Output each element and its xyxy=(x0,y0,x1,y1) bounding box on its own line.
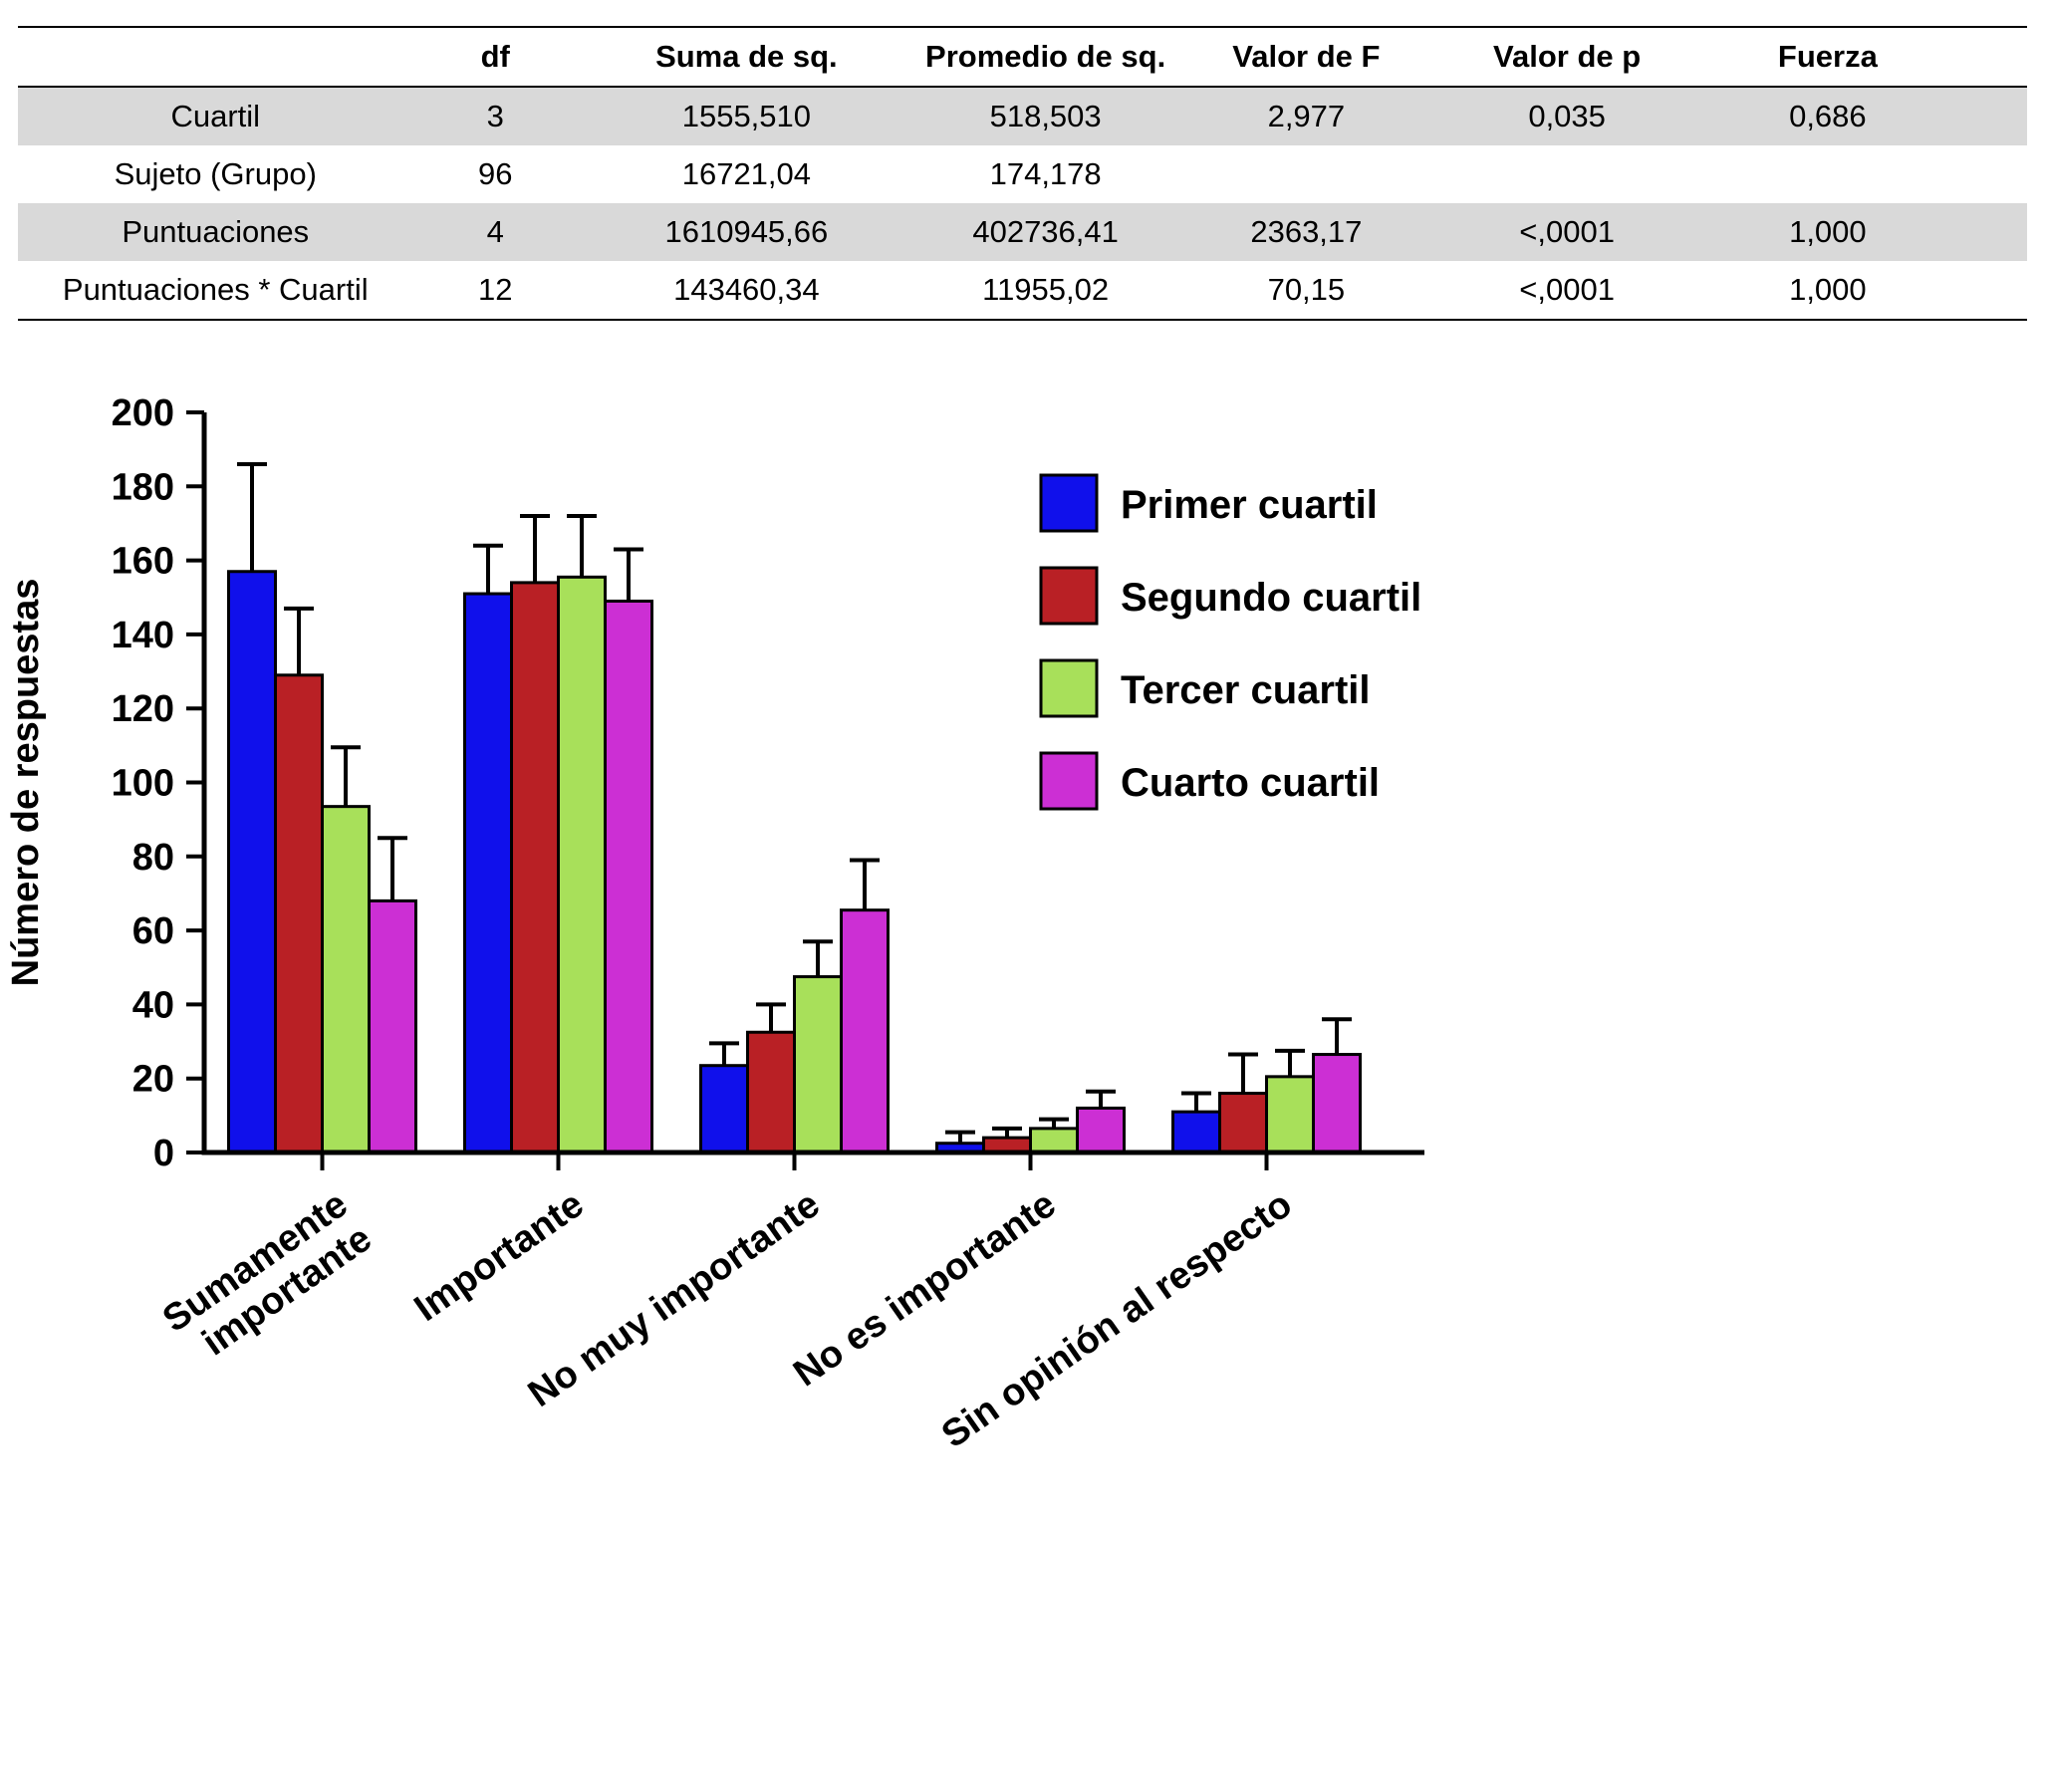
bar-chart-container: Número de respuestas 0 20 40 60 80 100 120 140 16… xyxy=(0,361,2045,1680)
y-tick-label: 40 xyxy=(132,984,174,1026)
y-tick-label: 0 xyxy=(153,1133,174,1174)
table-cell: 1610945,66 xyxy=(664,214,829,249)
bar xyxy=(1312,1053,1362,1154)
y-axis-title: Número de respuestas xyxy=(5,579,47,987)
legend-item-label: Tercer cuartil xyxy=(1121,668,1371,712)
table-cell: <,0001 xyxy=(1519,214,1615,249)
y-tick-label: 60 xyxy=(132,910,174,952)
bar xyxy=(1265,1075,1315,1154)
bar xyxy=(1029,1127,1079,1154)
table-cell: 402736,41 xyxy=(972,214,1119,249)
table-cell: 11955,02 xyxy=(982,272,1110,307)
anova-table-body: Cuartil 3 1555,510 518,503 2,977 0,035 0,686 Su… xyxy=(18,87,2027,320)
table-cell: 143460,34 xyxy=(673,272,820,307)
legend-item-label: Primer cuartil xyxy=(1121,483,1378,527)
row-label: Cuartil xyxy=(170,99,261,133)
bar xyxy=(840,908,890,1154)
table-cell: 1555,510 xyxy=(681,99,812,133)
table-cell: 70,15 xyxy=(1267,272,1346,307)
y-tick-label: 140 xyxy=(112,615,174,656)
category-label: Sumamenteimportante xyxy=(155,1183,380,1375)
legend-item-label: Segundo cuartil xyxy=(1121,576,1421,620)
bar xyxy=(510,581,560,1154)
table-cell: <,0001 xyxy=(1519,272,1615,307)
filler-cell xyxy=(1958,27,2027,87)
table-cell: 16721,04 xyxy=(681,156,812,191)
row-label: Sujeto (Grupo) xyxy=(114,156,317,191)
y-tick-label: 200 xyxy=(112,392,174,434)
legend-swatch xyxy=(1039,473,1099,533)
y-tick-label: 100 xyxy=(112,763,174,805)
filler-cell xyxy=(1958,261,2027,320)
axis-lines xyxy=(201,412,1424,1155)
bar xyxy=(463,592,513,1154)
filler-cell xyxy=(1958,145,2027,203)
bar xyxy=(227,570,277,1154)
y-tick-label: 120 xyxy=(112,688,174,730)
legend: Primer cuartil Segundo cuartil Tercer cuar… xyxy=(1039,473,1421,811)
y-tick-label: 180 xyxy=(112,466,174,508)
row-label: Puntuaciones xyxy=(122,214,310,249)
header-row: df Suma de sq. Promedio de sq. Valor de F Va… xyxy=(18,27,2027,87)
legend-item: Primer cuartil xyxy=(1039,473,1378,533)
legend-swatch xyxy=(1039,751,1099,811)
legend-item: Segundo cuartil xyxy=(1039,566,1421,626)
legend-swatch xyxy=(1039,566,1099,626)
bar xyxy=(1218,1092,1268,1154)
table-cell: 1,000 xyxy=(1789,214,1867,249)
y-tick-label: 80 xyxy=(132,837,174,879)
table-cell: 96 xyxy=(478,156,513,191)
table-cell: 174,178 xyxy=(989,156,1102,191)
bar xyxy=(321,805,371,1154)
table-cell xyxy=(1176,145,1437,203)
bar xyxy=(274,673,324,1154)
bar xyxy=(793,975,843,1154)
column-header: Fuerza xyxy=(1777,39,1878,74)
column-header: Promedio de sq. xyxy=(925,39,1166,74)
legend-item-label: Cuarto cuartil xyxy=(1121,761,1380,805)
column-header xyxy=(18,27,413,87)
column-header: Suma de sq. xyxy=(655,39,838,74)
row-label: Puntuaciones * Cuartil xyxy=(62,272,369,307)
table-cell: 12 xyxy=(478,272,513,307)
column-header: df xyxy=(480,39,510,74)
bar xyxy=(557,575,607,1154)
bar-chart: Número de respuestas 0 20 40 60 80 100 120 140 16… xyxy=(5,392,1424,1456)
table-cell: 518,503 xyxy=(989,99,1102,133)
table-row: Cuartil 3 1555,510 518,503 2,977 0,035 0,686 xyxy=(18,87,2027,145)
table-cell: 0,035 xyxy=(1528,99,1606,133)
column-header: Valor de p xyxy=(1493,39,1642,74)
filler-cell xyxy=(1958,87,2027,145)
table-cell: 1,000 xyxy=(1789,272,1867,307)
bar xyxy=(1171,1110,1221,1154)
table-cell: 0,686 xyxy=(1789,99,1867,133)
filler-cell xyxy=(1958,203,2027,261)
table-row: Puntuaciones 4 1610945,66 402736,41 2363,17 <… xyxy=(18,203,2027,261)
bar xyxy=(604,599,653,1154)
table-cell: 3 xyxy=(486,99,504,133)
anova-table-header: df Suma de sq. Promedio de sq. Valor de F Va… xyxy=(18,27,2027,87)
anova-table: df Suma de sq. Promedio de sq. Valor de F Va… xyxy=(18,26,2027,321)
y-tick-label: 20 xyxy=(132,1059,174,1101)
table-cell xyxy=(1697,145,1958,203)
table-cell xyxy=(1436,145,1697,203)
table-row: Puntuaciones * Cuartil 12 143460,34 11955,0… xyxy=(18,261,2027,320)
legend-swatch xyxy=(1039,658,1099,718)
table-cell: 2,977 xyxy=(1267,99,1346,133)
table-cell: 2363,17 xyxy=(1250,214,1363,249)
column-header: Valor de F xyxy=(1232,39,1381,74)
bar xyxy=(746,1030,796,1154)
category-label: Importante xyxy=(407,1183,592,1330)
legend-item: Cuarto cuartil xyxy=(1039,751,1380,811)
bar xyxy=(699,1064,749,1154)
table-row: Sujeto (Grupo) 96 16721,04 174,178 xyxy=(18,145,2027,203)
legend-item: Tercer cuartil xyxy=(1039,658,1371,718)
bar xyxy=(368,898,417,1154)
y-tick-label: 160 xyxy=(112,541,174,583)
table-cell: 4 xyxy=(486,214,504,249)
bar xyxy=(1076,1106,1126,1154)
